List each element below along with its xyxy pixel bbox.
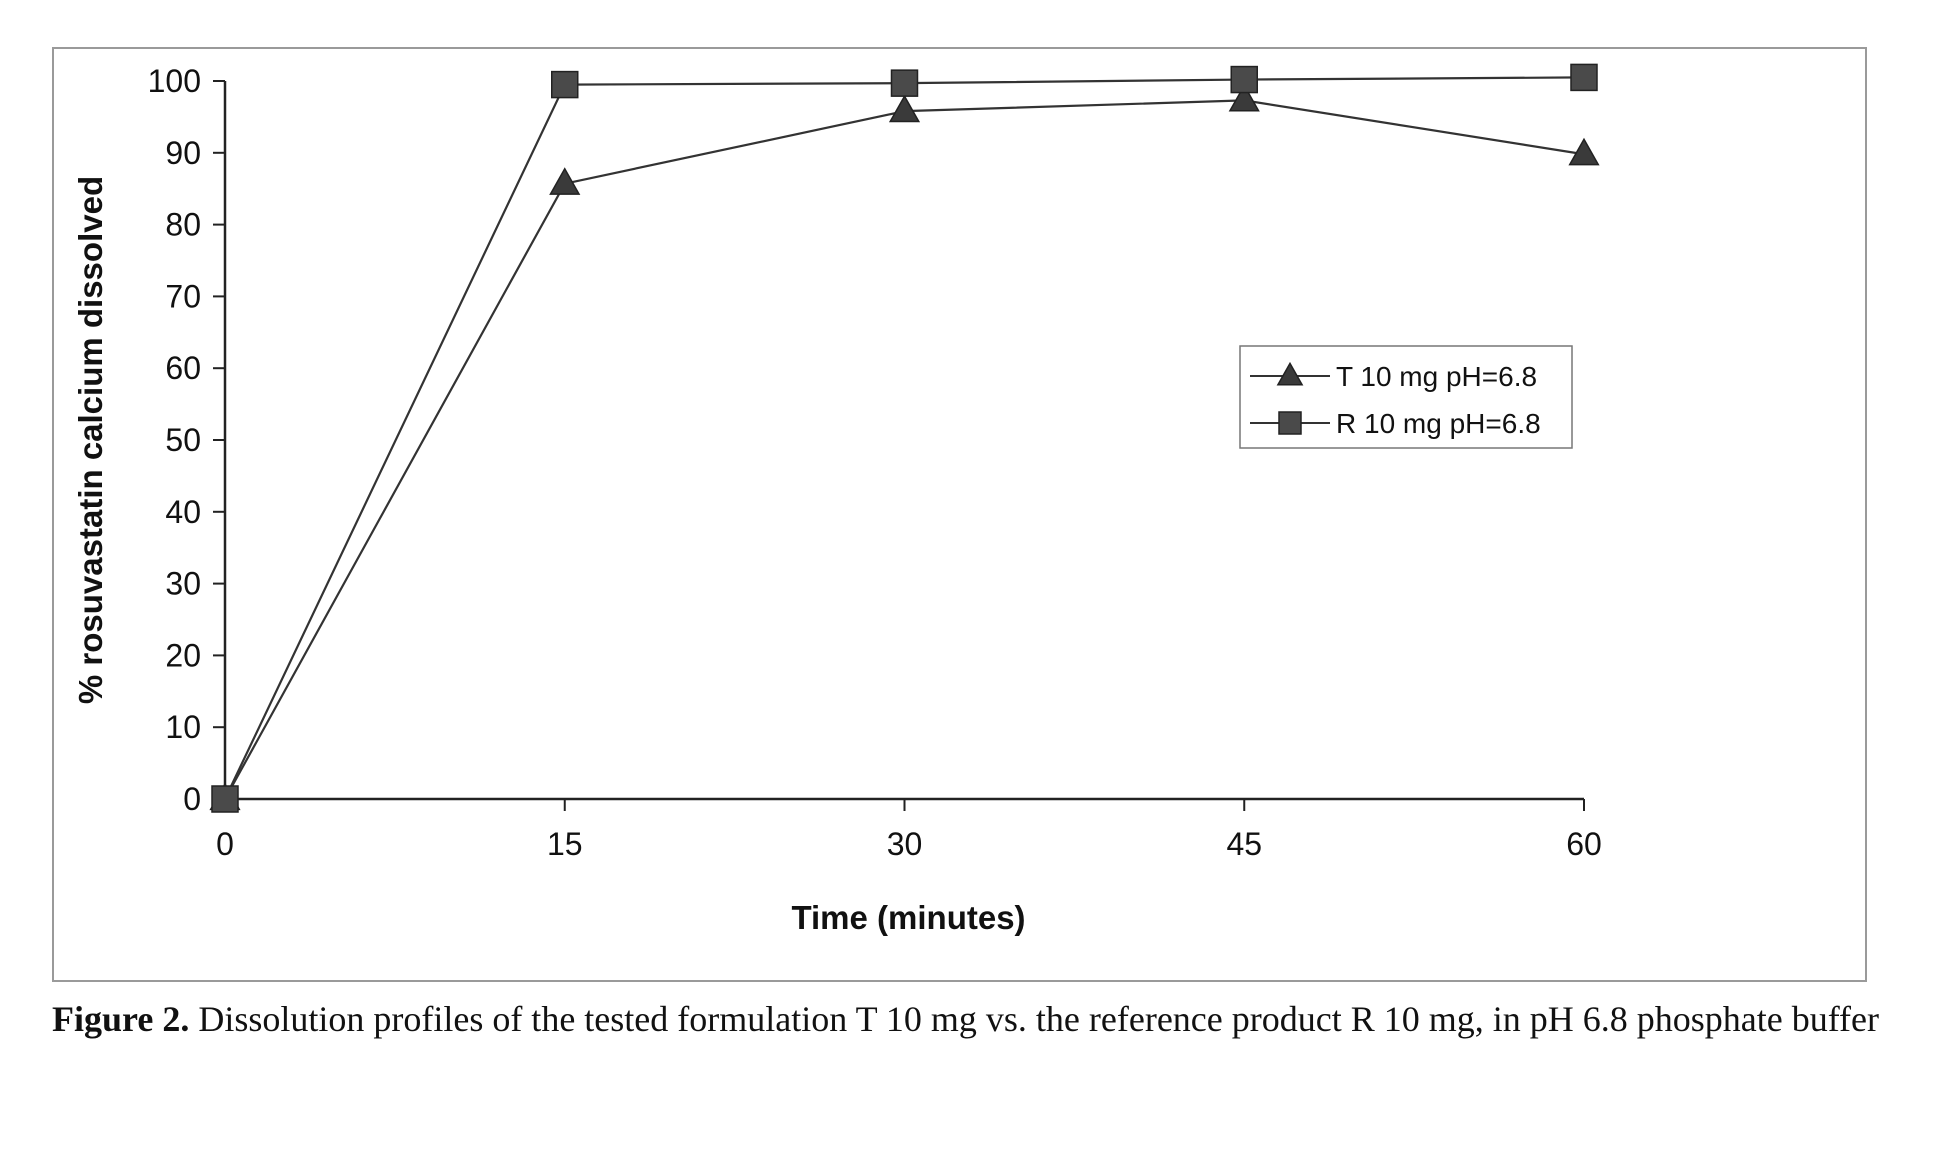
figure-caption-text: Dissolution profiles of the tested formu…	[189, 999, 1879, 1039]
x-tick-label: 30	[887, 826, 923, 862]
y-tick-label: 0	[183, 781, 201, 817]
y-tick-label: 70	[165, 278, 201, 314]
series-r-point	[552, 72, 578, 98]
y-axis-title: % rosuvastatin calcium dissolved	[72, 176, 109, 704]
figure-caption: Figure 2. Dissolution profiles of the te…	[52, 995, 1882, 1043]
y-tick-label: 90	[165, 135, 201, 171]
x-tick-label: 60	[1566, 826, 1602, 862]
legend-t-label: T 10 mg pH=6.8	[1336, 361, 1537, 392]
y-tick-label: 60	[165, 350, 201, 386]
series-t-point	[890, 96, 919, 121]
legend-r-label: R 10 mg pH=6.8	[1336, 408, 1541, 439]
y-tick-label: 50	[165, 422, 201, 458]
legend: T 10 mg pH=6.8 R 10 mg pH=6.8	[1240, 346, 1572, 448]
y-tick-label: 10	[165, 709, 201, 745]
chart-frame: 0 10 20 30 40 50 60 70 80 90 100 0 15 30 45 60 % rosuv…	[52, 47, 1867, 982]
series-r-point	[1231, 67, 1257, 93]
y-axis-ticks: 0 10 20 30 40 50 60 70 80 90 100	[148, 63, 225, 817]
series-r-point	[212, 786, 238, 812]
line-chart: 0 10 20 30 40 50 60 70 80 90 100 0 15 30 45 60 % rosuv…	[54, 49, 1869, 984]
series-r-point	[1571, 64, 1597, 90]
x-tick-label: 15	[547, 826, 583, 862]
y-tick-label: 100	[148, 63, 201, 99]
figure-caption-label: Figure 2.	[52, 999, 189, 1039]
legend-r-marker	[1279, 412, 1301, 434]
y-tick-label: 30	[165, 566, 201, 602]
y-tick-label: 80	[165, 207, 201, 243]
x-axis-title: Time (minutes)	[791, 899, 1025, 936]
series-r-point	[892, 70, 918, 96]
x-tick-label: 0	[216, 826, 234, 862]
y-tick-label: 40	[165, 494, 201, 530]
x-axis-ticks: 0 15 30 45 60	[216, 799, 1602, 862]
y-tick-label: 20	[165, 637, 201, 673]
x-tick-label: 45	[1226, 826, 1262, 862]
series-t-line	[225, 100, 1584, 799]
